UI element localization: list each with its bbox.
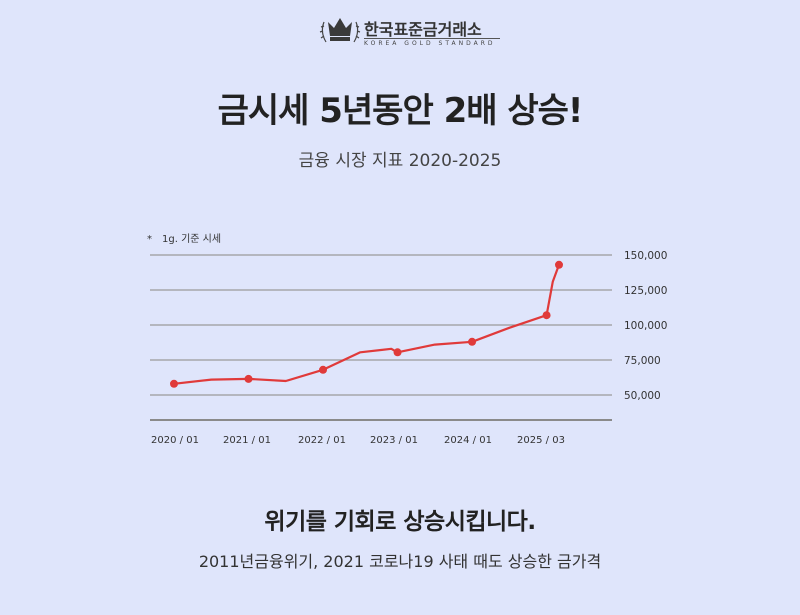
page-title: 금시세 5년동안 2배 상승! bbox=[217, 91, 584, 131]
y-tick-label: 100,000 bbox=[624, 320, 667, 332]
data-point bbox=[244, 374, 253, 383]
y-tick-label: 125,000 bbox=[624, 285, 667, 297]
data-point bbox=[393, 348, 402, 357]
crown-icon bbox=[319, 18, 361, 43]
x-tick-label: 2021 / 01 bbox=[223, 435, 271, 446]
data-point bbox=[468, 337, 477, 346]
page-subtitle: 금융 시장 지표 2020-2025 bbox=[298, 151, 502, 171]
x-tick-label: 2025 / 03 bbox=[517, 435, 565, 446]
tagline: 위기를 기회로 상승시킵니다. bbox=[264, 509, 536, 535]
note-star: * bbox=[147, 234, 152, 245]
brand-logo: 한국표준금거래소 KOREA GOLD STANDARD bbox=[0, 12, 800, 52]
x-tick-label: 2022 / 01 bbox=[298, 435, 346, 446]
data-point bbox=[555, 260, 563, 269]
logo-subtitle: KOREA GOLD STANDARD bbox=[364, 40, 496, 47]
logo-name: 한국표준금거래소 bbox=[364, 20, 482, 39]
x-tick-label: 2023 / 01 bbox=[370, 435, 418, 446]
data-point bbox=[170, 379, 178, 388]
logo-group: 한국표준금거래소 KOREA GOLD STANDARD bbox=[318, 12, 503, 52]
y-tick-label: 75,000 bbox=[624, 355, 661, 367]
tagline-sub: 2011년금융위기, 2021 코로나19 사태 때도 상승한 금가격 bbox=[198, 552, 602, 571]
x-tick-label: 2024 / 01 bbox=[444, 435, 492, 446]
y-tick-label: 150,000 bbox=[624, 250, 667, 262]
y-tick-label: 50,000 bbox=[624, 390, 661, 402]
note-text: 1g. 기준 시세 bbox=[162, 234, 222, 245]
x-tick-label: 2020 / 01 bbox=[151, 435, 199, 446]
series-line bbox=[173, 264, 561, 385]
chart-note: * 1g. 기준 시세 bbox=[147, 230, 221, 245]
logo-divider bbox=[364, 38, 500, 39]
data-point bbox=[542, 311, 551, 320]
data-point bbox=[319, 365, 328, 374]
